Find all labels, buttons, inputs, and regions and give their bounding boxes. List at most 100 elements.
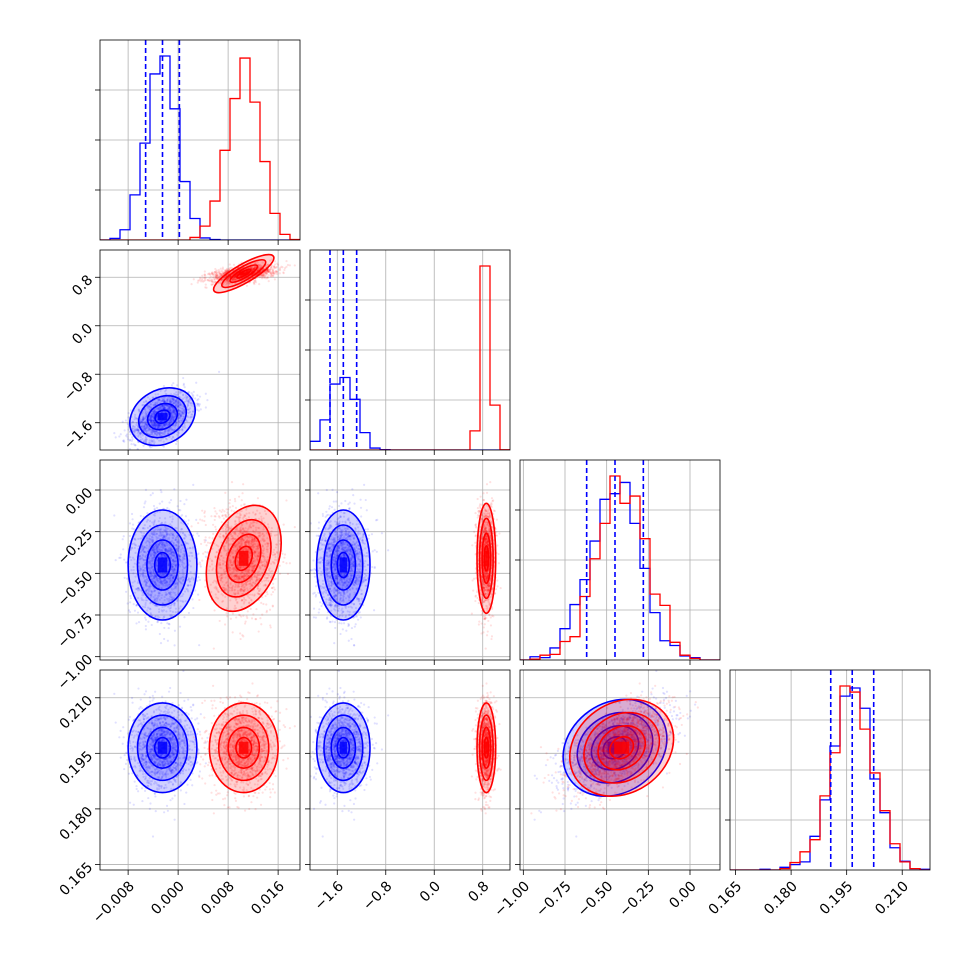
sample-point — [172, 397, 175, 400]
sample-point — [234, 506, 238, 509]
sample-point — [141, 419, 144, 422]
sample-point — [293, 264, 296, 267]
sample-point — [175, 398, 178, 401]
sample-point — [158, 424, 162, 428]
sample-point — [198, 404, 201, 408]
sample-point — [175, 442, 178, 446]
sample-point — [168, 398, 171, 402]
sample-point — [142, 506, 146, 509]
sample-point — [234, 500, 237, 503]
sample-point — [148, 405, 151, 408]
sample-point — [144, 422, 148, 425]
sample-point — [272, 265, 276, 268]
sample-point — [128, 438, 132, 441]
sample-point — [187, 408, 191, 411]
sample-point — [293, 526, 296, 529]
sample-point — [258, 276, 261, 279]
sample-point — [213, 278, 216, 281]
sample-point — [181, 394, 185, 397]
sample-point — [190, 392, 193, 395]
sample-point — [142, 424, 145, 427]
sample-point — [142, 416, 145, 419]
sample-point — [171, 428, 174, 431]
sample-point — [152, 439, 155, 442]
sample-point — [266, 275, 269, 279]
sample-point — [170, 413, 173, 417]
sample-point — [187, 611, 191, 615]
sample-point — [166, 400, 169, 403]
sample-point — [197, 552, 200, 555]
sample-point — [141, 434, 144, 437]
sample-point — [127, 412, 130, 415]
sample-point — [142, 426, 146, 430]
sample-point — [150, 428, 153, 431]
sample-point — [199, 408, 202, 411]
sample-point — [183, 386, 186, 389]
sample-point — [196, 394, 199, 397]
sample-point — [160, 622, 163, 625]
sample-point — [174, 403, 178, 406]
sample-point — [176, 405, 179, 408]
sample-point — [136, 432, 139, 435]
sample-point — [185, 395, 188, 398]
sample-point — [145, 425, 148, 428]
sample-point — [158, 430, 161, 433]
sample-point — [176, 433, 179, 436]
sample-point — [135, 428, 138, 431]
sample-point — [138, 432, 142, 435]
sample-point — [204, 555, 207, 558]
sample-point — [151, 416, 155, 419]
sample-point — [123, 558, 126, 561]
sample-point — [176, 505, 179, 508]
sample-point — [169, 398, 172, 402]
sample-point — [152, 424, 155, 427]
sample-point — [148, 441, 151, 444]
sample-point — [128, 611, 132, 614]
sample-point — [150, 418, 153, 421]
sample-point — [278, 272, 281, 275]
sample-point — [128, 447, 132, 450]
sample-point — [146, 424, 149, 428]
sample-point — [151, 419, 154, 423]
sample-point — [183, 408, 186, 412]
sample-point — [219, 267, 222, 270]
sample-point — [210, 283, 213, 286]
sample-point — [159, 420, 162, 423]
sample-point — [204, 550, 207, 554]
sample-point — [131, 421, 134, 424]
sample-point — [143, 428, 146, 431]
sample-point — [199, 565, 202, 568]
sample-point — [191, 413, 194, 416]
sample-point — [172, 409, 176, 412]
sample-point — [185, 398, 188, 401]
sample-point — [172, 398, 175, 401]
sample-point — [131, 523, 135, 526]
sample-point — [114, 436, 117, 439]
sample-point — [147, 427, 150, 430]
sample-point — [178, 404, 182, 407]
sample-point — [188, 397, 191, 401]
sample-point — [125, 590, 128, 593]
sample-point — [273, 278, 276, 281]
sample-point — [167, 404, 170, 407]
sample-point — [143, 428, 146, 431]
sample-point — [161, 424, 164, 427]
sample-point — [285, 259, 288, 263]
sample-point — [196, 404, 199, 407]
sample-point — [149, 417, 152, 420]
sample-point — [142, 419, 145, 422]
sample-point — [188, 407, 192, 410]
sample-point — [136, 448, 139, 450]
sample-point — [172, 400, 175, 403]
sample-point — [144, 500, 147, 503]
sample-point — [159, 642, 163, 645]
sample-point — [179, 410, 182, 413]
y-tick-label: 0.8 — [69, 272, 96, 299]
sample-point — [119, 556, 122, 559]
sample-point — [171, 406, 174, 409]
sample-point — [171, 416, 174, 419]
sample-point — [150, 432, 153, 435]
sample-point — [176, 393, 180, 396]
sample-point — [168, 423, 171, 426]
sample-point — [170, 409, 173, 413]
